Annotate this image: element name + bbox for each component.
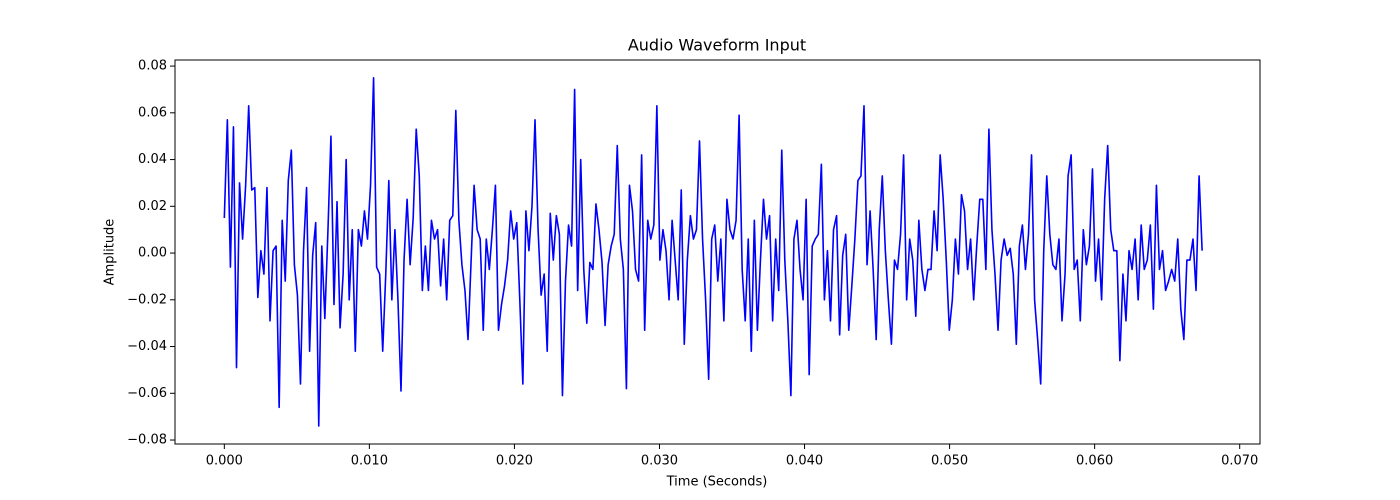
axes-frame bbox=[174, 59, 1261, 445]
x-tick-label: 0.010 bbox=[351, 454, 388, 469]
x-tick-label: 0.020 bbox=[496, 454, 533, 469]
x-tick-label: 0.050 bbox=[931, 454, 968, 469]
x-tick-label: 0.000 bbox=[206, 454, 243, 469]
x-tick-label: 0.030 bbox=[641, 454, 678, 469]
y-axis-label: Amplitude bbox=[103, 219, 118, 286]
x-axis-label: Time (Seconds) bbox=[666, 475, 768, 490]
chart-title: Audio Waveform Input bbox=[628, 36, 806, 55]
y-tick-label: −0.02 bbox=[127, 292, 167, 307]
x-tick-label: 0.070 bbox=[1221, 454, 1258, 469]
y-tick-label: −0.04 bbox=[127, 339, 167, 354]
y-tick-label: 0.04 bbox=[138, 152, 167, 167]
y-tick-label: 0.02 bbox=[138, 199, 167, 214]
y-tick-label: 0.00 bbox=[138, 246, 167, 261]
y-tick-label: 0.08 bbox=[138, 59, 167, 74]
waveform-line bbox=[223, 76, 1203, 427]
y-tick-label: −0.06 bbox=[127, 386, 167, 401]
x-tick-label: 0.060 bbox=[1076, 454, 1113, 469]
y-tick-label: 0.06 bbox=[138, 105, 167, 120]
y-tick-label: −0.08 bbox=[127, 433, 167, 448]
x-tick-label: 0.040 bbox=[786, 454, 823, 469]
